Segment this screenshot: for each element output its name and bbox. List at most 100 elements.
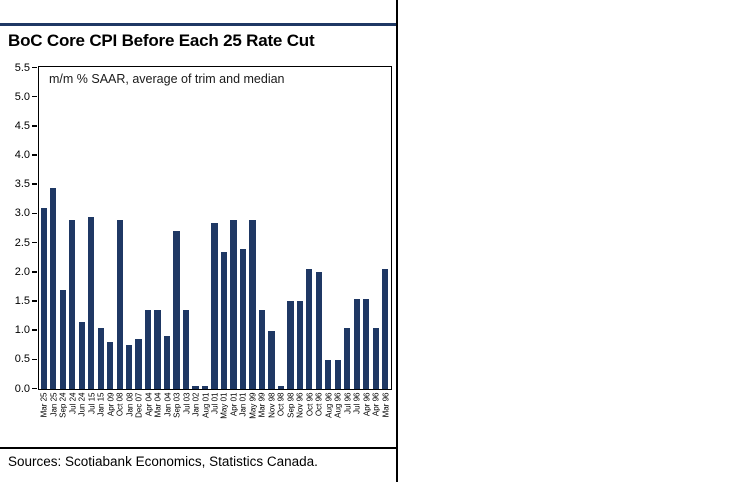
bar — [163, 336, 171, 389]
bar — [59, 289, 66, 389]
bar — [220, 251, 228, 389]
bar — [306, 269, 313, 389]
bar — [287, 301, 294, 389]
bar — [201, 386, 209, 389]
x-tick-label: Aug 01 — [201, 392, 210, 418]
y-tick-mark — [32, 212, 37, 215]
bar — [211, 222, 218, 389]
bar — [344, 327, 351, 389]
bar — [107, 342, 114, 389]
x-tick-label: Dec 07 — [134, 392, 144, 418]
y-tick-mark — [32, 271, 37, 273]
y-tick-label: 1.5 — [14, 294, 30, 307]
bar — [382, 269, 389, 389]
bar — [50, 187, 57, 389]
chart-panel: BoC Core CPI Before Each 25 Rate Cut 0.0… — [0, 23, 397, 469]
bar — [315, 272, 322, 389]
bar — [69, 219, 76, 389]
x-tick-label: Jan 15 — [96, 392, 106, 417]
y-tick-mark — [32, 154, 37, 156]
x-tick-label: Mar 99 — [257, 392, 267, 418]
x-tick-label: Mar 96 — [381, 392, 391, 418]
x-tick-label: Jul 15 — [87, 392, 97, 414]
x-tick-label: Apr 09 — [106, 392, 116, 417]
y-tick-mark — [32, 125, 37, 127]
x-tick-label: Oct 96 — [305, 392, 315, 417]
bar — [277, 386, 285, 389]
x-tick-label: Jul 96 — [352, 392, 362, 414]
y-tick-mark — [32, 387, 37, 390]
x-tick-label: Oct 98 — [276, 392, 286, 417]
x-tick-label: Nov 98 — [267, 392, 277, 418]
bar — [239, 248, 247, 389]
bar — [97, 327, 104, 389]
x-tick-label: Apr 04 — [144, 392, 154, 417]
bar — [325, 359, 332, 389]
bar — [296, 301, 303, 389]
bar — [144, 310, 152, 389]
y-tick-mark — [32, 300, 37, 302]
bar — [125, 345, 133, 389]
chart-subtitle: m/m % SAAR, average of trim and median — [49, 72, 285, 86]
sources-note: Sources: Scotiabank Economics, Statistic… — [8, 454, 318, 469]
footer-divider — [0, 447, 397, 449]
bar — [88, 216, 95, 389]
y-tick-mark — [32, 241, 37, 244]
y-tick-mark — [32, 95, 37, 98]
x-tick-label: Oct 08 — [115, 392, 125, 417]
bar — [372, 327, 379, 389]
x-tick-label: Mar 25 — [39, 392, 49, 418]
bar — [230, 219, 237, 389]
bar — [249, 219, 256, 389]
bar — [40, 208, 47, 389]
bar — [192, 386, 199, 389]
bar — [116, 219, 123, 389]
y-tick-label: 3.0 — [14, 207, 30, 220]
bar — [353, 298, 360, 389]
x-tick-label: Apr 96 — [371, 392, 381, 417]
x-tick-label: Jul 96 — [343, 392, 353, 414]
plot-area: m/m % SAAR, average of trim and median — [38, 66, 392, 390]
x-tick-label: Nov 96 — [295, 392, 305, 418]
x-tick-label: Jan 25 — [49, 392, 59, 417]
x-tick-label: Oct 96 — [314, 392, 324, 417]
x-tick-label: Jun 24 — [77, 392, 87, 417]
y-tick-label: 5.0 — [14, 90, 30, 103]
y-tick-label: 3.5 — [14, 178, 30, 191]
x-tick-label: Aug 96 — [324, 392, 334, 418]
accent-rule — [0, 23, 397, 26]
x-tick-label: Jan 02 — [191, 392, 201, 417]
y-tick-mark — [32, 329, 37, 331]
x-tick-label: Apr 01 — [229, 392, 239, 417]
y-tick-label: 4.0 — [14, 149, 30, 162]
chart-title: BoC Core CPI Before Each 25 Rate Cut — [8, 31, 315, 50]
bar — [154, 310, 161, 389]
y-tick-mark — [32, 183, 37, 185]
x-tick-label: Sep 24 — [58, 392, 68, 418]
y-tick-label: 4.5 — [14, 119, 30, 132]
y-tick-label: 5.5 — [14, 61, 30, 74]
y-tick-label: 0.0 — [14, 382, 30, 395]
x-tick-label: Aug 96 — [333, 392, 343, 418]
y-tick-label: 2.5 — [14, 236, 30, 249]
bar — [363, 298, 370, 389]
x-tick-label: Jul 03 — [182, 392, 192, 414]
x-tick-label: Mar 04 — [153, 392, 163, 418]
y-tick-mark — [32, 358, 37, 361]
bar — [334, 359, 341, 389]
bar — [78, 321, 85, 389]
x-tick-label: Jan 08 — [125, 392, 135, 417]
y-tick-label: 2.0 — [14, 265, 30, 278]
x-tick-label: May 01 — [219, 392, 229, 419]
bar — [182, 310, 190, 389]
x-tick-label: Jan 04 — [163, 392, 173, 417]
x-tick-label: Sep 03 — [172, 392, 182, 418]
y-tick-label: 1.0 — [14, 324, 30, 337]
y-tick-label: 0.5 — [14, 353, 30, 366]
x-tick-label: Jul 01 — [210, 392, 220, 414]
x-tick-label: Jul 24 — [68, 392, 78, 414]
y-tick-mark — [32, 66, 37, 69]
x-tick-label: Jan 01 — [238, 392, 248, 417]
bar — [135, 339, 142, 389]
